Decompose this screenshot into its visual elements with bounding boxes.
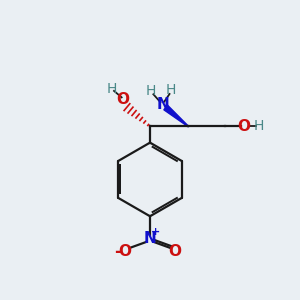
Polygon shape <box>164 105 188 127</box>
Text: O: O <box>116 92 129 106</box>
Text: N: N <box>156 97 169 112</box>
Text: O: O <box>118 244 131 259</box>
Text: H: H <box>107 82 117 96</box>
Text: H: H <box>254 119 264 134</box>
Text: O: O <box>237 119 250 134</box>
Text: H: H <box>145 84 156 98</box>
Text: N: N <box>144 231 156 246</box>
Text: H: H <box>166 83 176 98</box>
Text: +: + <box>151 227 160 237</box>
Text: -: - <box>114 243 121 261</box>
Text: O: O <box>169 244 182 259</box>
